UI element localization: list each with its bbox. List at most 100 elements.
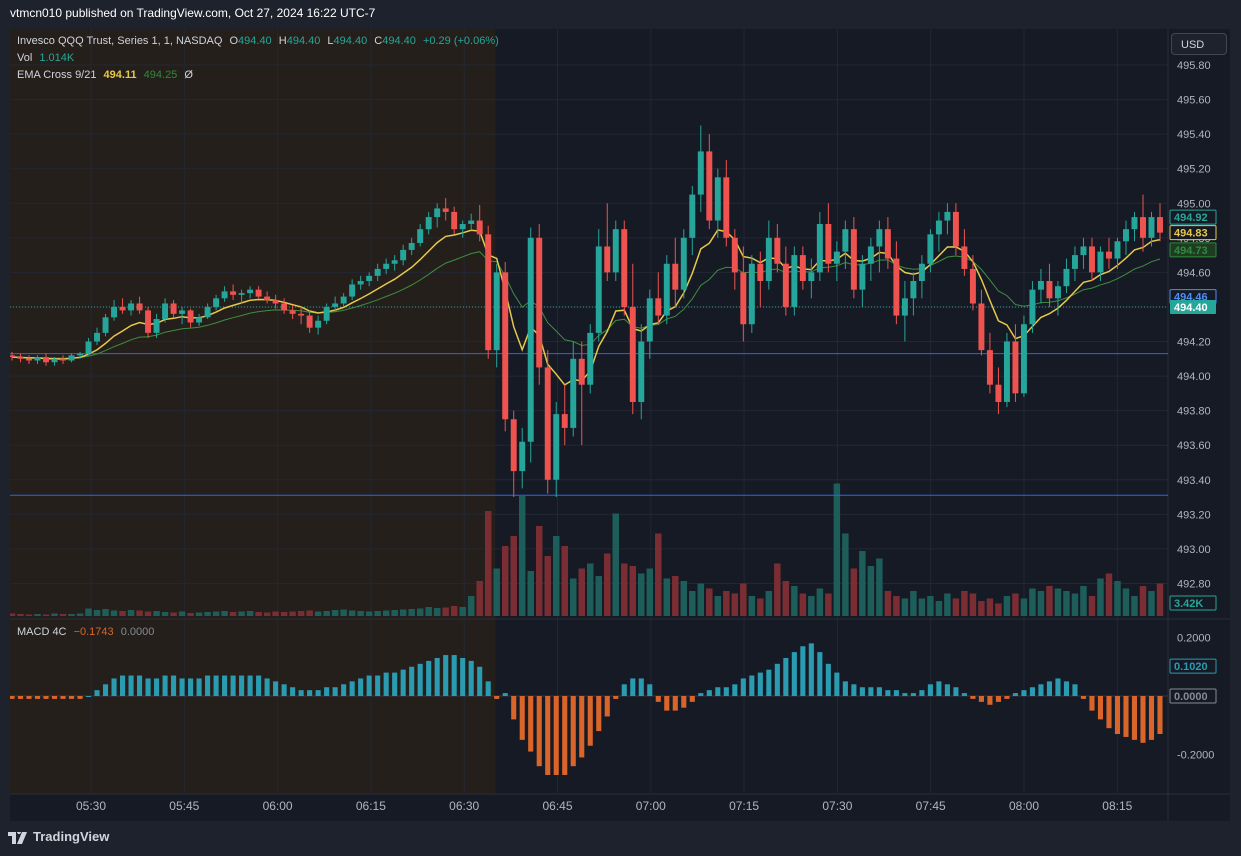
macd-bar — [596, 696, 602, 732]
candle-body — [1131, 217, 1138, 230]
macd-bar — [604, 696, 610, 717]
volume-bar — [689, 591, 696, 616]
volume-bar — [884, 591, 892, 616]
volume-bar — [136, 610, 143, 616]
macd-bar — [859, 687, 865, 696]
candle-body — [876, 229, 883, 247]
ema-legend[interactable]: EMA Cross 9/21 494.11 494.25 Ø — [17, 69, 197, 81]
macd-bar — [451, 655, 457, 696]
candle-body — [1148, 217, 1155, 238]
macd-bar — [545, 696, 551, 775]
candle-body — [1114, 241, 1121, 259]
candle-body — [85, 341, 92, 354]
volume-bar — [1088, 596, 1096, 616]
macd-bar — [570, 696, 576, 767]
macd-bar — [281, 684, 287, 696]
candle-body — [77, 353, 84, 356]
change-value: +0.29 (+0.06%) — [422, 35, 499, 47]
volume-bar — [493, 568, 500, 616]
candle-body — [145, 310, 152, 333]
macd-bar — [17, 696, 24, 699]
candle-body — [944, 211, 951, 221]
candle-body — [10, 355, 15, 358]
volume-bar — [1080, 586, 1087, 616]
volume-bar — [1156, 583, 1164, 616]
macd-bar — [995, 696, 1001, 702]
volume-bar — [672, 576, 679, 616]
volume-bar — [306, 610, 313, 616]
volume-bar — [289, 611, 296, 616]
volume-bar — [85, 608, 92, 616]
y-tick-label: 495.40 — [1177, 129, 1211, 141]
macd-bar — [264, 678, 270, 696]
macd-bar — [587, 696, 593, 746]
volume-bar — [859, 551, 866, 616]
volume-bar — [791, 586, 798, 616]
macd-bar — [1089, 696, 1095, 711]
candle-body — [910, 281, 917, 299]
currency-button[interactable]: USD — [1171, 33, 1227, 55]
chart-frame[interactable]: 05:30 05:45 06:00 06:15 06:30 06:45 07:00 07:15… — [10, 29, 1230, 821]
macd-legend[interactable]: MACD 4C −0.1743 0.0000 — [17, 626, 158, 638]
volume-bar — [153, 611, 160, 616]
candle-body — [221, 291, 228, 299]
y-axis: 495.80495.60495.40495.20495.00494.80494.… — [1177, 60, 1214, 762]
volume-bar — [697, 583, 705, 616]
volume-bar — [1097, 578, 1104, 616]
macd-bar — [791, 652, 797, 696]
volume-bar — [995, 603, 1002, 616]
volume-bar — [1131, 596, 1138, 616]
candle-body — [663, 263, 670, 316]
macd-bar — [1097, 696, 1104, 720]
candle-body — [578, 358, 585, 385]
macd-bar — [579, 696, 585, 758]
volume-bar — [68, 614, 75, 616]
volume-bar — [1029, 588, 1036, 616]
low-value: 494.40 — [333, 35, 368, 47]
candle-body — [459, 223, 466, 230]
volume-bar — [442, 607, 449, 616]
volume-bar — [1054, 588, 1062, 616]
ema-fast-badge-box — [1169, 225, 1217, 241]
macd-bar — [358, 678, 364, 696]
macd-bar — [162, 675, 168, 696]
ema-fast-badge: 494.83 — [1169, 225, 1217, 241]
candle-body — [731, 237, 738, 273]
macd-bar — [783, 657, 789, 696]
macd-bar — [647, 684, 653, 696]
candle-body — [935, 220, 942, 235]
chart-canvas[interactable]: 05:30 05:45 06:00 06:15 06:30 06:45 07:00 07:15… — [10, 29, 1230, 821]
macd-bar — [273, 681, 279, 696]
candle-body — [323, 306, 330, 321]
last-price-badge: 494.40 — [1170, 299, 1216, 314]
candle-body — [179, 310, 186, 314]
volume-bar — [553, 536, 560, 616]
macd-bar — [800, 646, 806, 696]
volume-bar — [961, 591, 968, 616]
symbol-title[interactable]: Invesco QQQ Trust, Series 1, 1, NASDAQ — [17, 35, 223, 47]
volume-bar — [408, 609, 415, 616]
volume-bar — [901, 598, 909, 616]
macd-bar — [196, 678, 202, 696]
volume-legend[interactable]: Vol 1.014K — [17, 52, 78, 64]
volume-bar — [723, 591, 730, 616]
candle-body — [187, 310, 194, 323]
x-tick-label: 06:00 — [263, 799, 293, 813]
macd-bar — [205, 675, 211, 696]
volume-bar — [127, 610, 135, 616]
candle-body — [774, 237, 781, 264]
volume-bar — [399, 609, 407, 616]
volume-bar — [357, 611, 364, 616]
tradingview-footer[interactable]: TradingView — [8, 829, 109, 844]
candle-body — [706, 151, 713, 221]
macd-bar — [392, 672, 398, 696]
volume-bar — [459, 607, 466, 616]
volume-bar — [1020, 598, 1028, 616]
y-tick-label: 494.00 — [1177, 371, 1211, 383]
candle-body — [289, 310, 296, 314]
volume-bar — [680, 581, 688, 616]
macd-histogram — [10, 643, 1168, 775]
macd-bar — [375, 675, 381, 696]
brand-label: TradingView — [33, 829, 110, 844]
x-tick-label: 07:45 — [916, 799, 946, 813]
